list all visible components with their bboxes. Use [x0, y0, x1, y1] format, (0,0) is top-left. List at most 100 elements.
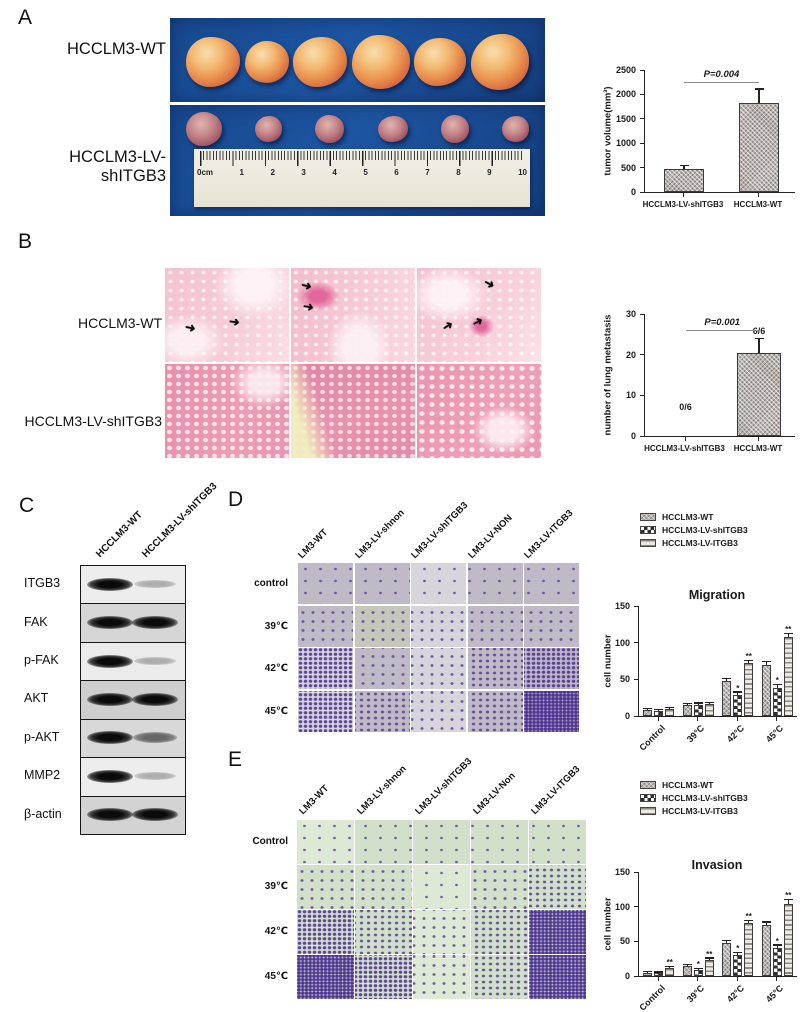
error-bar — [765, 661, 767, 665]
assay-image — [529, 865, 586, 909]
y-axis-label: cell number — [602, 897, 614, 951]
legend-swatch — [640, 794, 656, 802]
y-tick — [640, 118, 644, 120]
bar — [693, 705, 703, 716]
legend-label: HCCLM3-WT — [662, 780, 714, 790]
y-tick-label: 50 — [619, 674, 630, 685]
blot-band — [86, 808, 133, 822]
assay-image — [413, 955, 470, 999]
significance-label: ** — [745, 912, 752, 922]
x-tick-label: 39°C — [685, 983, 707, 1005]
histology-image — [291, 364, 415, 458]
blot-band — [132, 616, 179, 630]
metastasis-arrow-icon: ➜ — [481, 274, 498, 294]
chart-title: Migration — [688, 588, 746, 602]
bar-count-label: 0/6 — [679, 402, 692, 412]
tumor-sh — [255, 116, 283, 142]
x-tick — [736, 977, 738, 981]
assay-image — [298, 605, 353, 647]
tumor-wt — [414, 38, 467, 86]
y-tick — [634, 605, 638, 607]
blot-lane-label: HCCLM3-LV-shITGB3 — [140, 480, 220, 560]
ruler-number: 2 — [270, 168, 275, 177]
error-bar — [708, 958, 710, 961]
x-tick — [697, 977, 699, 981]
blot-band — [132, 693, 179, 707]
x-tick-label: HCCLM3-WT — [733, 444, 783, 453]
x-tick-label: 45°C — [764, 983, 786, 1005]
protein-label: AKT — [24, 691, 49, 706]
error-bar-cap — [744, 659, 754, 661]
error-bar-cap — [682, 964, 692, 966]
blot-row — [81, 758, 185, 797]
histology-image: ➜ ➜ — [165, 268, 289, 362]
protein-label: p-FAK — [24, 653, 59, 667]
assay-image — [411, 605, 466, 647]
x-tick — [683, 193, 685, 197]
error-bar — [669, 708, 671, 710]
y-tick-label: 2000 — [615, 89, 636, 100]
tumor-photo-bottom: 0cm 1 2 3 4 5 6 7 8 9 10 — [170, 105, 545, 216]
bar — [722, 942, 732, 976]
bar — [654, 973, 664, 976]
panel-e-letter: E — [228, 748, 243, 771]
panel-a-letter: A — [18, 6, 33, 29]
grid-row-label: 42℃ — [264, 663, 288, 674]
assay-image — [524, 690, 579, 732]
panel-b-row-label-wt: HCCLM3-WT — [78, 315, 162, 331]
assay-image — [297, 910, 354, 954]
plot-area: * * * ** ** ** ** — [638, 872, 797, 977]
x-tick-label: Control — [637, 723, 667, 753]
bar — [643, 972, 653, 976]
legend-item: HCCLM3-LV-ITGB3 — [640, 806, 748, 816]
protein-label: FAK — [24, 614, 48, 629]
ruler-cm-ticks — [200, 151, 524, 166]
y-tick — [640, 191, 644, 193]
error-bar — [787, 900, 789, 904]
plot-area: 0/6 6/6 P=0.001 — [644, 314, 795, 437]
panel-a-row-label-wt: HCCLM3-WT — [67, 40, 166, 58]
error-bar — [737, 692, 739, 695]
bar — [704, 704, 714, 716]
assay-image — [298, 690, 353, 732]
ruler-number: 9 — [487, 168, 492, 177]
assay-image — [467, 690, 523, 732]
panel-c-letter: C — [19, 494, 35, 517]
ruler-number: 5 — [363, 168, 368, 177]
significance-label: ** — [745, 652, 752, 661]
error-bar-cap — [679, 164, 689, 167]
legend-label: HCCLM3-LV-shITGB3 — [662, 793, 748, 803]
assay-image — [298, 563, 353, 604]
tumor-row-sh — [170, 109, 545, 149]
assay-image — [471, 910, 528, 954]
x-tick-label: 39°C — [685, 723, 707, 745]
error-bar-cap — [693, 702, 703, 704]
y-tick-label: 1000 — [615, 138, 636, 149]
tumor-wt — [293, 37, 348, 87]
error-bar — [726, 941, 728, 943]
histology-image: ➜ ➜ ➜ — [417, 268, 541, 362]
significance-label: * — [696, 960, 700, 970]
error-bar-cap — [643, 970, 653, 972]
error-bar — [726, 679, 728, 681]
error-bar — [765, 922, 767, 925]
tumor-wt — [244, 41, 289, 83]
blot-band — [134, 772, 177, 781]
grid-row-label: 45℃ — [264, 705, 288, 717]
error-bar — [758, 339, 760, 353]
y-tick-label: 10 — [625, 390, 636, 401]
tumor-row-wt — [170, 30, 545, 94]
x-tick — [657, 977, 659, 981]
invasion-assay-grid — [297, 820, 586, 999]
assay-image — [354, 563, 410, 604]
significance-label: * — [736, 683, 740, 693]
legend-swatch — [640, 526, 656, 534]
significance-label: ** — [785, 891, 792, 901]
bar — [682, 705, 692, 716]
p-value-label: P=0.004 — [703, 69, 740, 80]
tumor-sh — [440, 115, 469, 143]
bar — [783, 903, 793, 976]
y-tick — [640, 167, 644, 169]
tumor-sh — [377, 116, 408, 142]
metastasis-arrow-icon: ➜ — [183, 318, 198, 336]
